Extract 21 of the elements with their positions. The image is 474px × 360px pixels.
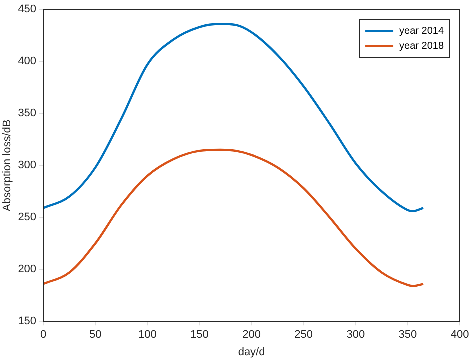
y-tick-label: 400 [18,56,37,68]
line-series [44,148,425,288]
legend-label: year 2014 [400,26,444,37]
x-tick-label: 300 [346,329,366,342]
x-tick-label: 0 [40,329,47,342]
x-tick-label: 150 [190,329,209,342]
x-tick-label: 250 [294,329,314,342]
y-tick-label: 250 [18,212,37,224]
y-tick-label: 450 [18,4,37,16]
y-axis-title: Absorption loss/dB [2,120,14,212]
y-tick-label: 150 [18,316,37,328]
x-axis-title: day/d [238,346,266,358]
x-tick-label: 100 [138,329,157,342]
x-tick-label: 200 [242,329,261,342]
x-tick-label: 350 [398,329,418,342]
y-tick-label: 300 [18,160,37,172]
x-tick-label: 400 [450,329,470,342]
x-tick-label: 50 [89,329,102,342]
legend-label: year 2018 [400,40,444,52]
y-tick-label: 350 [18,108,37,120]
y-tick-label: 200 [18,264,37,276]
